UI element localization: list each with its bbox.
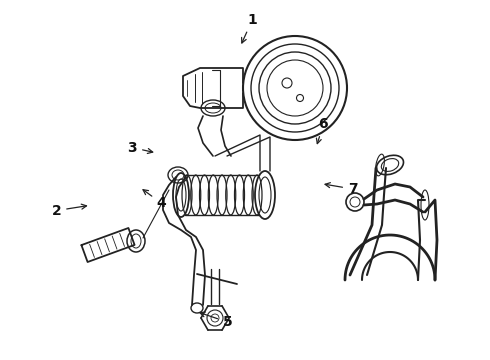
Text: 1: 1 [242, 13, 257, 43]
Text: 6: 6 [317, 117, 328, 144]
Text: 2: 2 [51, 204, 87, 217]
Text: 5: 5 [200, 312, 233, 329]
Text: 3: 3 [127, 141, 153, 154]
Text: 4: 4 [143, 190, 167, 210]
Text: 7: 7 [325, 182, 358, 196]
